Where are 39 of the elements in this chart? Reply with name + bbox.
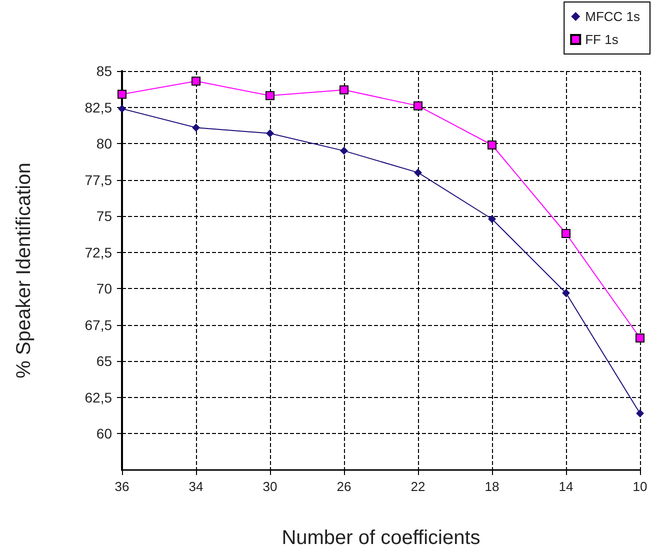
y-tick-label: 62,5 [84,389,112,406]
y-tick-label: 77,5 [84,172,112,188]
point [266,91,274,100]
legend-label: FF 1s [585,32,619,47]
x-tick-label: 14 [558,479,574,494]
y-axis-title: % Speaker Identification [13,162,35,378]
x-tick-label: 18 [484,479,500,494]
point [562,229,570,238]
point [414,168,422,177]
y-tick-label: 75 [96,208,112,224]
y-tick-label: 82,5 [84,99,112,116]
x-tick-label: 26 [336,479,352,494]
y-tick-label: 70 [96,280,112,297]
x-tick-label: 36 [114,479,130,494]
y-tick-label: 67,5 [84,316,112,333]
y-tick-label: 60 [96,426,112,442]
point [266,129,274,138]
x-tick-label: 30 [262,479,278,494]
y-tick-label: 65 [96,353,112,370]
x-tick-label: 10 [632,479,648,494]
point [192,124,200,132]
point [192,76,200,86]
x-axis-title: Number of coefficients [282,527,480,549]
point [636,333,644,342]
x-tick-label: 22 [410,479,426,494]
point [636,409,644,418]
y-tick-label: 80 [96,136,112,152]
point [562,288,570,297]
point [488,214,496,223]
point [118,90,126,99]
point [340,85,348,94]
point [340,146,348,155]
point [414,101,422,110]
point [118,104,126,113]
x-tick-label: 34 [188,479,204,494]
point [488,140,496,150]
y-tick-label: 85 [96,63,112,79]
legend-label: MFCC 1s [585,9,640,24]
y-tick-label: 72,5 [84,244,112,260]
